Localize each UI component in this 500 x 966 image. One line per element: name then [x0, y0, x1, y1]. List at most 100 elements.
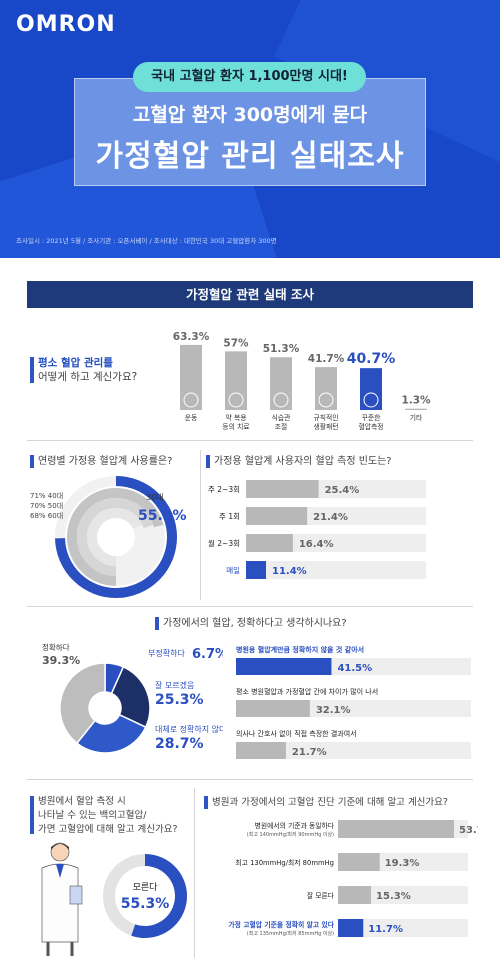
survey-meta: 조사일시 : 2021년 5월 / 조사기관 : 오픈서베이 / 조사대상 : … [16, 237, 277, 245]
category-label: 규칙적인 [313, 413, 338, 422]
title-box [74, 78, 426, 186]
q2-question: 연령별 가정용 혈압계 사용률은? [38, 456, 173, 467]
data-label: 53.7% [459, 825, 478, 836]
question-marker [30, 455, 34, 468]
category-label: 30대 [146, 493, 164, 502]
data-label: 6.7% [192, 647, 223, 662]
data-label: 40.7% [347, 351, 396, 367]
q3-question: 가정용 혈압계 사용자의 혈압 측정 빈도는? [214, 456, 392, 467]
bar-track [246, 561, 426, 579]
category-sublabel: (최고 135mmHg/최저 85mmHg 이상) [247, 930, 334, 937]
pie-slice [75, 713, 147, 754]
white-coat-donut-chart: 모른다 55.3% [103, 854, 187, 938]
data-label: 55.3% [138, 508, 187, 524]
data-label: 39.3% [42, 654, 80, 667]
question-marker [204, 796, 208, 809]
data-label: 41.7% [308, 353, 345, 365]
accuracy-pie-chart: 정확하다 39.3% 부정확하다 6.7% 잘 모르겠음 25.3% 대체로 정확하지 않다… [42, 642, 223, 754]
bar [236, 742, 286, 759]
bar [338, 820, 454, 838]
category-label: 등의 치료 [222, 422, 249, 431]
q1-question: 평소 혈압 관리를 어떻게 하고 계신가요? [38, 356, 168, 384]
divider [200, 450, 201, 600]
category-label: 식습관 [272, 413, 291, 422]
pill-icon [228, 392, 244, 408]
category-label: 월 2~3회 [208, 538, 240, 548]
category-label: 주 1회 [219, 512, 240, 521]
question-marker [30, 357, 34, 383]
question-marker [155, 617, 159, 630]
category-sublabel: (최고 140mmHg/최저 90mmHg 이상) [247, 831, 334, 838]
bowl-icon [273, 392, 289, 408]
data-label: 32.1% [316, 705, 351, 716]
ring-bar [67, 488, 164, 586]
data-label: 1.3% [401, 395, 431, 407]
bar [246, 480, 319, 498]
q5-question: 병원에서 혈압 측정 시 나타날 수 있는 백의고혈압/ 가면 고혈압에 대해 … [38, 795, 198, 837]
bar [246, 507, 308, 525]
omron-logo: OMRON [16, 12, 116, 37]
data-label: 15.3% [376, 891, 411, 902]
pie-slice [110, 665, 151, 729]
bicycle-icon [183, 392, 199, 408]
ring-bar [87, 508, 143, 566]
q1-line2: 어떻게 하고 계신가요? [38, 371, 138, 383]
donut-slice [131, 854, 187, 938]
q5-line3: 가면 고혈압에 대해 알고 계신가요? [38, 824, 178, 835]
data-label: 51.3% [263, 343, 300, 355]
bar [236, 700, 310, 717]
category-label: 병원에서의 기준과 동일하다 [255, 821, 335, 830]
category-label: 잘 모르겠음 [155, 680, 194, 690]
doctor-illustration [41, 842, 83, 956]
frequency-bar-chart: 주 2~3회 25.4% 주 1회 21.4% 월 2~3회 16.4% 매일 11.4% [208, 480, 426, 579]
criteria-bar-chart: 병원에서의 기준과 동일하다(최고 140mmHg/최저 90mmHg 이상) 5… [228, 820, 478, 937]
page-title: 가정혈압 관리 실태조사 [95, 139, 405, 174]
bar [246, 534, 293, 552]
question-marker [30, 796, 34, 834]
data-label: 11.4% [272, 566, 307, 577]
category-label: 생활패턴 [313, 422, 338, 431]
q6-question: 병원과 가정에서의 고혈압 진단 기준에 대해 알고 계신가요? [212, 797, 448, 808]
headline-pill: 국내 고혈압 환자 1,100만명 시대! [133, 62, 366, 92]
category-label: 대체로 정확하지 않다 [155, 724, 223, 734]
question-marker [206, 455, 210, 468]
data-label: 68% 60대 [30, 512, 63, 520]
data-label: 41.5% [337, 663, 372, 674]
category-label: 주 2~3회 [208, 485, 240, 494]
category-label: 가정 고혈압 기준을 정확히 알고 있다 [228, 920, 334, 929]
category-label: 모른다 [133, 882, 159, 893]
category-label: 잘 모른다 [307, 891, 335, 900]
category-label: 평소 병원혈압과 가정혈압 간에 차이가 많이 나서 [236, 687, 378, 696]
data-label: 70% 50대 [30, 502, 63, 510]
ring-bar [55, 476, 177, 598]
section-banner: 가정혈압 관련 실태 조사 [27, 281, 473, 308]
category-label: 최고 130mmHg/최저 80mmHg [235, 858, 334, 867]
bar [225, 351, 247, 410]
q5-line2: 나타날 수 있는 백의고혈압/ [38, 810, 147, 821]
page-subtitle: 고혈압 환자 300명에게 묻다 [132, 104, 368, 126]
data-label: 63.3% [173, 331, 210, 343]
q5-line1: 병원에서 혈압 측정 시 [38, 796, 126, 807]
divider [194, 788, 195, 958]
ring-bar [77, 498, 154, 576]
reason-bar-chart: 병원용 혈압계만큼 정확하지 않을 것 같아서 41.5% 평소 병원혈압과 가정혈… [236, 645, 471, 759]
bar [338, 853, 380, 871]
data-label: 25.3% [155, 692, 204, 708]
data-label: 16.4% [299, 539, 334, 550]
pie-slice [59, 662, 106, 745]
data-label: 28.7% [155, 736, 204, 752]
bar [360, 368, 382, 410]
data-label: 55.3% [121, 896, 170, 912]
bar [338, 886, 372, 904]
data-label: 11.7% [368, 924, 403, 935]
category-label: 정확하다 [42, 642, 70, 652]
bar [246, 561, 266, 579]
divider [27, 440, 473, 441]
category-label: 의사나 간호사 없이 직접 측정한 결과여서 [236, 729, 357, 738]
category-label: 혈압측정 [358, 422, 383, 431]
bar-track [338, 919, 468, 937]
data-label: 21.4% [313, 512, 348, 523]
data-label: 25.4% [325, 485, 360, 496]
divider [27, 606, 473, 607]
